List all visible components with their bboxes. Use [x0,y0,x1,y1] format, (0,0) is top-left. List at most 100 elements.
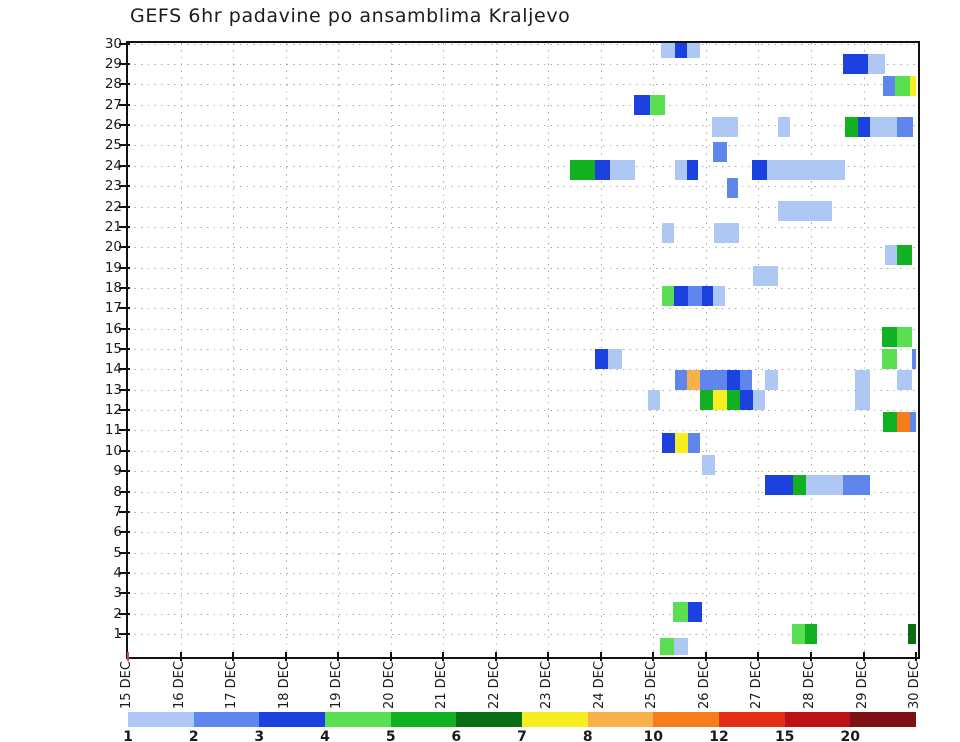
y-tick-label: 24 [104,157,122,174]
x-tick-label: 24 DEC [591,661,607,709]
colorbar-segment [522,712,589,727]
x-tick-label: 17 DEC [224,661,240,709]
x-tick-label: 28 DEC [801,661,817,709]
colorbar-value-label: 12 [709,729,729,742]
y-tick-label: 15 [104,341,122,357]
y-tick-mark [119,388,130,391]
grid-row-line [128,104,916,106]
precip-cell [688,286,703,307]
precip-cell [701,455,715,475]
y-tick-label: 8 [113,483,122,500]
colorbar-value-label: 20 [840,729,861,742]
precip-cell [687,43,700,58]
x-tick-mark [862,652,865,661]
precip-cell [714,223,739,243]
precip-cell [713,141,728,162]
y-tick-mark [119,185,130,188]
grid-day-line [863,43,865,655]
x-tick-mark [547,652,550,661]
y-tick-label: 3 [113,585,122,602]
precip-cell [765,369,778,390]
colorbar-segment [128,712,195,727]
precip-cell [881,326,897,347]
y-tick-mark [119,551,130,554]
colorbar-segment [587,712,654,727]
precip-cell [885,245,897,266]
colorbar-value-label: 5 [385,729,396,742]
grid-day-line [705,43,707,655]
grid-day-line [600,43,602,655]
grid-day-line [548,43,550,655]
grid-row-line [128,471,916,473]
y-tick-mark [119,286,130,289]
y-tick-label: 26 [104,117,122,134]
precip-cell [883,76,895,97]
x-tick-label: 20 DEC [381,661,397,709]
colorbar-segment [719,712,786,727]
y-tick-mark [119,409,130,412]
precip-cell [740,389,753,410]
y-tick-label: 6 [113,524,122,541]
precip-cell [662,432,675,453]
y-tick-mark [119,246,130,249]
x-tick-mark [704,652,707,661]
precip-cell [673,601,688,622]
precip-cell [595,349,608,370]
grid-row-line [128,125,916,127]
x-tick-mark [915,652,917,661]
x-tick-mark [389,652,392,661]
y-tick-label: 16 [104,320,122,337]
x-tick-label: 27 DEC [749,661,765,709]
colorbar-segment [456,712,523,727]
y-tick-label: 30 [104,35,122,52]
grid-row-line [128,349,916,350]
precip-cell [792,475,806,496]
colorbar-segment [390,712,457,727]
x-tick-label: 30 DEC [907,661,922,709]
precip-cell [713,286,725,307]
x-tick-label: 19 DEC [329,661,345,709]
precip-cell [753,265,778,286]
precip-cell [608,349,623,370]
x-tick-label: 23 DEC [539,661,555,709]
y-tick-mark [119,307,130,310]
grid-row-line [128,206,916,208]
colorbar-value-label: 3 [254,729,265,742]
grid-day-line [180,43,182,655]
x-tick-label: 26 DEC [696,661,712,709]
precip-cell [727,369,740,390]
grid-day-line [758,43,760,655]
grid-row-line [128,226,916,228]
precip-cell [595,159,610,180]
precip-cell [700,389,713,410]
precip-cell [854,389,870,410]
colorbar-segment [653,712,720,727]
x-tick-label: 15 DEC [119,661,134,709]
precip-cell [883,412,898,433]
precip-cell [896,326,912,347]
y-tick-mark [119,225,130,228]
precip-cell [675,43,687,58]
precip-cell [897,117,913,138]
colorbar-segment [784,712,851,727]
precip-cell [753,389,765,410]
precip-cell [634,94,650,115]
grid-row-line [128,532,916,534]
precip-cell [702,286,714,307]
precip-cell [662,286,674,307]
x-tick-mark [179,652,182,661]
precip-cell [843,475,871,496]
precip-cell [740,369,752,390]
y-tick-label: 17 [104,300,122,317]
precip-cell [778,200,832,221]
precip-cell [778,117,790,138]
grid-row-line [128,410,916,412]
precip-cell [911,349,916,370]
y-tick-label: 7 [113,503,122,520]
colorbar-segment [259,712,326,727]
precip-cell [700,369,713,390]
colorbar-segment [325,712,392,727]
grid-row-line [128,593,916,595]
x-tick-label: 16 DEC [171,661,187,709]
